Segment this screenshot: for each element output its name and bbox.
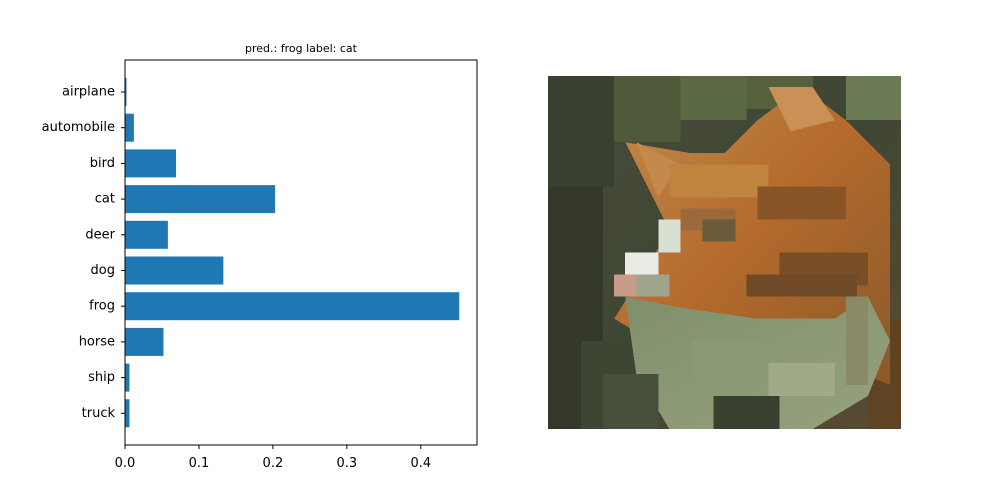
bar-horse [125,327,164,356]
x-axis: 0.0 0.1 0.2 0.3 0.4 [115,445,431,471]
y-axis: airplane automobile bird cat deer dog frog hors… [42,85,125,421]
bar-dog [125,256,224,285]
x-tick-label: 0.2 [263,456,284,471]
bar-truck [125,399,130,428]
y-tick-label-automobile: automobile [42,120,115,135]
bar-ship [125,363,130,392]
chart-title: pred.: frog label: cat [245,42,358,55]
plot-frame [124,59,478,446]
y-tick-label-horse: horse [79,334,115,349]
y-tick-label-dog: dog [91,263,115,278]
bar-airplane [125,78,127,106]
bar-frog [125,292,460,321]
x-tick-label: 0.4 [410,456,431,471]
bars-layer [125,78,460,428]
y-tick-label-cat: cat [95,192,115,207]
cat-image [548,76,901,429]
bar-automobile [125,113,134,142]
y-tick-label-truck: truck [82,406,116,421]
y-tick-label-bird: bird [90,156,115,171]
y-tick-label-ship: ship [88,370,115,385]
bar-cat [125,185,276,214]
y-tick-label-frog: frog [89,299,115,314]
x-tick-label: 0.0 [115,456,136,471]
x-tick-label: 0.3 [337,456,358,471]
bar-deer [125,220,168,249]
bar-bird [125,149,177,178]
y-tick-label-deer: deer [85,227,115,242]
y-tick-label-airplane: airplane [62,85,115,100]
x-tick-label: 0.1 [189,456,210,471]
